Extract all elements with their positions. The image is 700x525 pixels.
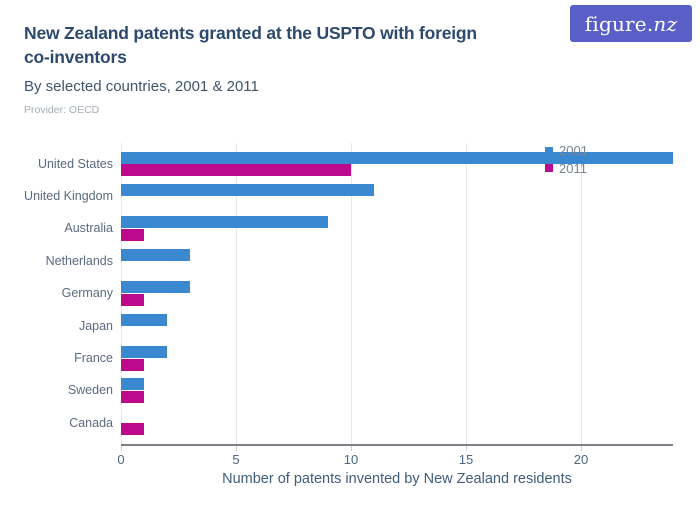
category-label-australia: Australia <box>64 221 113 236</box>
x-tick-label-10: 10 <box>343 452 359 467</box>
bar-2001-australia[interactable] <box>121 216 328 229</box>
chart-legend: 2001 2011 <box>545 142 588 177</box>
category-label-france: France <box>74 350 113 365</box>
category-label-japan: Japan <box>78 318 113 333</box>
figurenz-logo[interactable]: figure. nz <box>570 5 692 42</box>
category-label-germany: Germany <box>61 286 113 301</box>
x-tick-10 <box>351 446 352 451</box>
bar-2001-france[interactable] <box>121 345 167 358</box>
category-label-sweden: Sweden <box>67 383 113 398</box>
x-tick-label-15: 15 <box>458 452 474 467</box>
x-tick-label-0: 0 <box>117 452 125 467</box>
bar-2001-netherlands[interactable] <box>121 248 190 261</box>
category-label-united-kingdom: United Kingdom <box>24 188 113 203</box>
bar-2001-united-states[interactable] <box>121 151 673 164</box>
logo-text-nz: nz <box>653 11 678 36</box>
x-tick-5 <box>236 446 237 451</box>
legend-item-2001: 2001 <box>545 142 588 160</box>
bar-2011-united-states[interactable] <box>121 164 351 177</box>
chart-subtitle: By selected countries, 2001 & 2011 <box>24 78 259 95</box>
chart-title: New Zealand patents granted at the USPTO… <box>24 21 477 69</box>
gridline-5 <box>236 143 237 444</box>
x-tick-20 <box>581 446 582 451</box>
bar-2001-united-kingdom[interactable] <box>121 183 374 196</box>
x-tick-label-20: 20 <box>573 452 589 467</box>
x-tick-0 <box>121 446 122 451</box>
gridline-0 <box>121 143 122 444</box>
x-tick-label-5: 5 <box>232 452 240 467</box>
legend-swatch-2001 <box>545 146 553 155</box>
legend-item-2011: 2011 <box>545 160 588 178</box>
chart-title-line-1: New Zealand patents granted at the USPTO… <box>24 23 477 43</box>
legend-label-2011: 2011 <box>559 160 587 176</box>
category-label-netherlands: Netherlands <box>45 253 113 268</box>
provider-note: Provider: OECD <box>24 104 100 116</box>
chart-title-line-2: co-inventors <box>24 47 127 67</box>
bar-2011-australia[interactable] <box>121 229 144 241</box>
bar-2001-germany[interactable] <box>121 281 190 294</box>
category-label-canada: Canada <box>69 415 113 430</box>
bar-2011-germany[interactable] <box>121 293 144 306</box>
gridline-10 <box>351 143 352 444</box>
legend-swatch-2011 <box>545 164 553 173</box>
bar-2011-canada[interactable] <box>121 423 144 436</box>
x-axis-title: Number of patents invented by New Zealan… <box>222 471 572 487</box>
bar-2001-japan[interactable] <box>121 313 167 326</box>
logo-text: figure. <box>584 11 654 36</box>
x-tick-15 <box>466 446 467 451</box>
bar-2001-sweden[interactable] <box>121 378 144 391</box>
bar-2011-france[interactable] <box>121 358 144 371</box>
legend-label-2001: 2001 <box>559 143 588 159</box>
category-label-united-states: United States <box>37 156 113 171</box>
plot-area: 2001 2011 <box>121 140 673 446</box>
gridline-20 <box>581 143 582 444</box>
bar-2011-sweden[interactable] <box>121 391 144 403</box>
gridline-15 <box>466 143 467 444</box>
